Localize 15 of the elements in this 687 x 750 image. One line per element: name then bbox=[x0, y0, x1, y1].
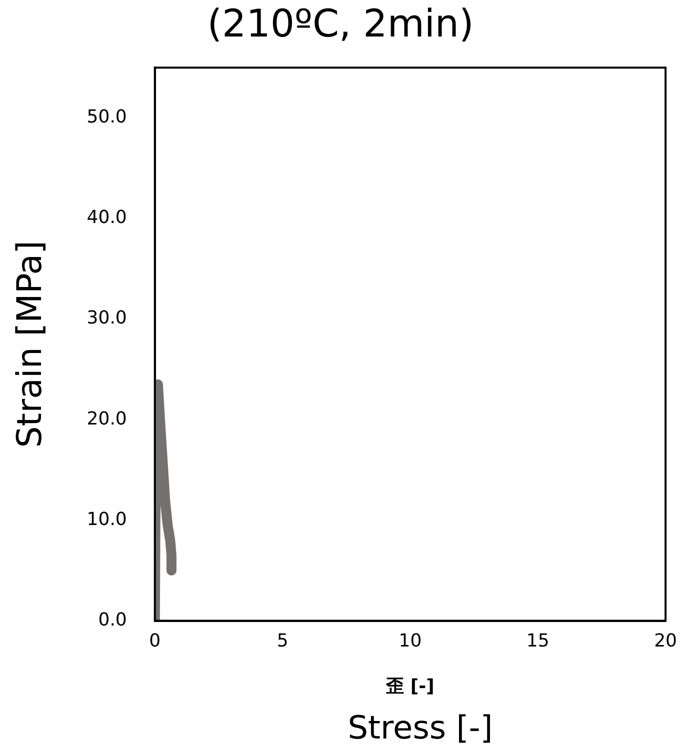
y-tick-label: 0.0 bbox=[98, 609, 127, 630]
text: Stress [-] bbox=[348, 708, 493, 746]
x-tick-label: 15 bbox=[526, 630, 550, 652]
x-tick-label: 0 bbox=[149, 630, 161, 652]
y-tick-label: 20.0 bbox=[86, 408, 127, 430]
y-tick-label: 40.0 bbox=[86, 207, 127, 228]
y-tick-label: 10.0 bbox=[86, 508, 127, 530]
chart-title: (210ºC, 2min) bbox=[207, 2, 474, 46]
x-tick-label: 10 bbox=[398, 630, 422, 652]
x-tick-label: 20 bbox=[654, 630, 677, 652]
y-tick-label: 30.0 bbox=[86, 308, 127, 329]
y-tick-label: 50.0 bbox=[86, 106, 127, 128]
x-axis-title: 歪 [-] bbox=[385, 676, 434, 697]
y-axis-title: Strain [MPa] bbox=[10, 240, 50, 448]
x-tick-label: 5 bbox=[276, 630, 288, 652]
